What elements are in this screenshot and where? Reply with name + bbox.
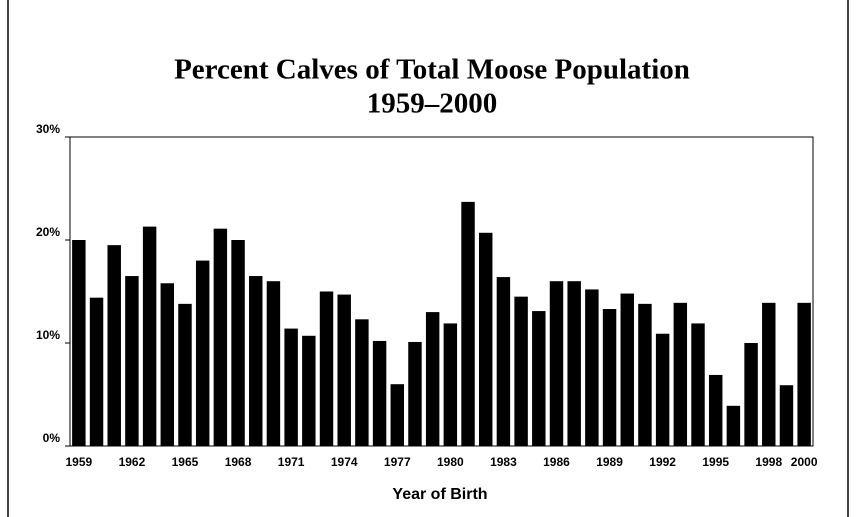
- bar: [744, 343, 758, 446]
- bar: [195, 260, 210, 446]
- bar: [125, 276, 139, 446]
- bar: [266, 281, 281, 446]
- y-tick-label: 30%: [36, 122, 60, 136]
- bar: [779, 385, 794, 446]
- bar: [602, 309, 617, 446]
- bar: [620, 293, 634, 446]
- y-tick-label: 0%: [43, 431, 61, 445]
- x-tick-label: 1968: [225, 455, 252, 469]
- bar: [390, 384, 404, 446]
- x-tick-label: 1983: [490, 455, 517, 469]
- bar: [319, 291, 334, 446]
- bar: [655, 333, 670, 446]
- bar: [549, 281, 564, 446]
- y-tick-label: 20%: [36, 225, 60, 239]
- bar: [797, 302, 811, 446]
- bar: [302, 335, 316, 446]
- bar: [89, 297, 104, 446]
- x-tick-label: 1989: [596, 455, 623, 469]
- x-tick-label: 1959: [65, 455, 92, 469]
- x-tick-label: 1992: [649, 455, 676, 469]
- bar: [443, 323, 458, 446]
- bar: [408, 341, 422, 446]
- bar: [514, 296, 528, 446]
- plot-frame: [69, 136, 814, 447]
- bar: [355, 319, 369, 446]
- bar: [107, 245, 121, 446]
- chart-title: Percent Calves of Total Moose Population: [174, 54, 690, 86]
- bar: [178, 303, 192, 446]
- bar: [425, 312, 440, 446]
- chart-subtitle: 1959–2000: [367, 88, 498, 120]
- bar: [479, 232, 493, 446]
- bar: [673, 302, 688, 446]
- bar: [337, 294, 351, 446]
- x-tick-label: 2000: [791, 455, 818, 469]
- x-tick-label: 1974: [331, 455, 358, 469]
- bar: [142, 226, 157, 446]
- x-tick-label: 1977: [384, 455, 411, 469]
- bar: [372, 340, 387, 446]
- bar: [691, 323, 705, 446]
- x-tick-label: 1986: [543, 455, 570, 469]
- bar: [567, 281, 581, 446]
- x-tick-label: 1998: [755, 455, 782, 469]
- bar: [231, 240, 245, 446]
- bar: [708, 374, 723, 446]
- x-axis-label: Year of Birth: [392, 486, 487, 503]
- x-tick-label: 1971: [278, 455, 305, 469]
- bar: [461, 201, 475, 446]
- bar: [532, 311, 546, 446]
- bar: [284, 328, 298, 446]
- y-tick-label: 10%: [36, 328, 60, 342]
- bar: [72, 240, 86, 446]
- x-tick-label: 1965: [172, 455, 199, 469]
- bar: [249, 276, 263, 446]
- bar: [585, 289, 599, 446]
- x-tick-label: 1980: [437, 455, 464, 469]
- bar: [638, 303, 652, 446]
- bar: [213, 228, 228, 446]
- bar: [762, 302, 776, 446]
- x-tick-label: 1962: [119, 455, 146, 469]
- bar: [496, 277, 511, 446]
- bar: [726, 405, 741, 446]
- x-tick-label: 1995: [702, 455, 729, 469]
- bar: [160, 283, 175, 446]
